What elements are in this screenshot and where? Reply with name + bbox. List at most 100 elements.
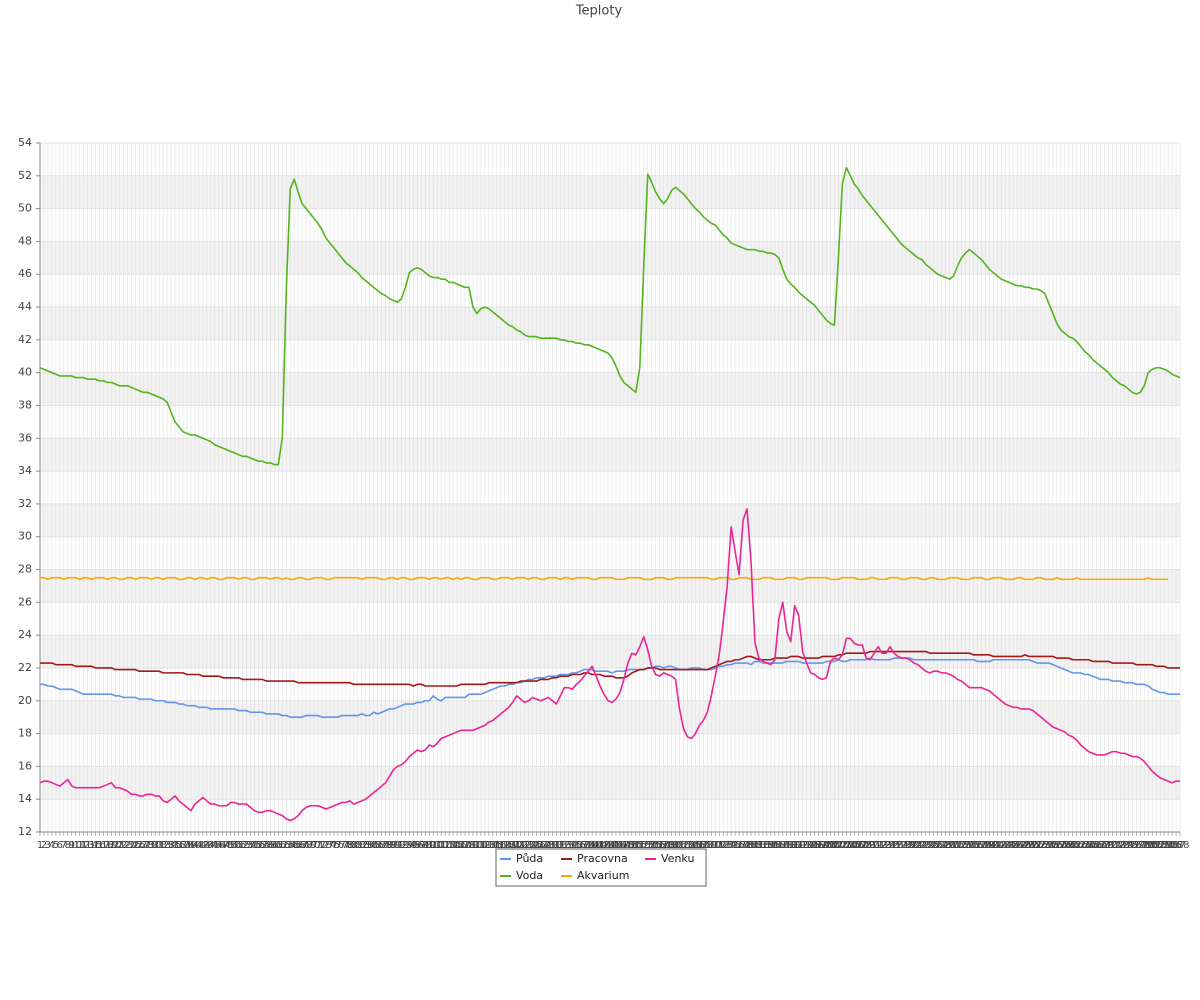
x-tick-label: 66 (292, 840, 305, 851)
x-tick-label: 259 (1055, 840, 1074, 851)
x-tick-label: 7 (61, 840, 67, 851)
x-tick-label: 244 (996, 840, 1015, 851)
x-tick-label: 115 (483, 840, 502, 851)
x-tick-label: 167 (690, 840, 709, 851)
x-tick-label: 151 (626, 840, 645, 851)
x-tick-label: 204 (837, 840, 856, 851)
x-tick-label: 163 (674, 840, 693, 851)
x-tick-label: 33 (161, 840, 174, 851)
x-tick-label: 257 (1047, 840, 1066, 851)
x-tick-label: 171 (706, 840, 725, 851)
x-tick-label: 126 (527, 840, 546, 851)
legend-box (495, 848, 707, 887)
legend-label: Akvarium (577, 869, 629, 882)
x-tick-label: 267 (1087, 840, 1106, 851)
x-tick-label: 100 (424, 840, 443, 851)
x-tick-label: 205 (841, 840, 860, 851)
x-tick-label: 40 (189, 840, 202, 851)
x-tick-label: 181 (745, 840, 764, 851)
x-tick-label: 77 (336, 840, 349, 851)
grid-band (40, 372, 1180, 406)
x-tick-label: 265 (1079, 840, 1098, 851)
x-tick-label: 103 (436, 840, 455, 851)
x-tick-label: 119 (499, 840, 518, 851)
x-tick-label: 75 (328, 840, 341, 851)
x-tick-label: 26 (133, 840, 146, 851)
series-line (40, 650, 1180, 687)
x-tick-label: 83 (359, 840, 372, 851)
x-tick-label: 287 (1166, 840, 1185, 851)
x-tick-label: 149 (618, 840, 637, 851)
x-tick-label: 96 (411, 840, 424, 851)
x-tick-label: 74 (324, 840, 337, 851)
x-tick-label: 72 (316, 840, 329, 851)
x-tick-label: 157 (650, 840, 669, 851)
x-tick-label: 69 (304, 840, 317, 851)
x-tick-label: 172 (710, 840, 729, 851)
x-tick-label: 38 (181, 840, 194, 851)
x-tick-label: 175 (722, 840, 741, 851)
y-tick-label: 44 (18, 300, 32, 313)
x-tick-label: 182 (749, 840, 768, 851)
y-tick-label: 36 (18, 431, 32, 444)
y-tick-label: 28 (18, 563, 32, 576)
x-tick-label: 80 (347, 840, 360, 851)
grid-band (40, 766, 1180, 800)
x-tick-label: 21 (113, 840, 126, 851)
x-tick-label: 116 (487, 840, 506, 851)
x-tick-label: 186 (765, 840, 784, 851)
x-tick-label: 137 (571, 840, 590, 851)
x-tick-label: 247 (1008, 840, 1027, 851)
grid-band (40, 569, 1180, 603)
x-tick-label: 22 (117, 840, 130, 851)
x-tick-label: 93 (399, 840, 412, 851)
x-tick-label: 1 (37, 840, 43, 851)
x-tick-label: 30 (149, 840, 162, 851)
x-tick-label: 27 (137, 840, 150, 851)
x-tick-label: 125 (523, 840, 542, 851)
x-tick-label: 84 (363, 840, 376, 851)
x-tick-label: 44 (204, 840, 217, 851)
x-tick-label: 202 (829, 840, 848, 851)
x-tick-label: 98 (419, 840, 432, 851)
x-tick-label: 117 (491, 840, 510, 851)
x-tick-label: 169 (698, 840, 717, 851)
x-tick-label: 252 (1027, 840, 1046, 851)
x-tick-label: 54 (244, 840, 257, 851)
x-tick-label: 23 (121, 840, 134, 851)
x-tick-label: 248 (1012, 840, 1031, 851)
x-tick-label: 17 (97, 840, 110, 851)
x-tick-label: 213 (873, 840, 892, 851)
x-tick-label: 135 (563, 840, 582, 851)
x-tick-label: 262 (1067, 840, 1086, 851)
y-tick-label: 54 (18, 136, 32, 149)
x-tick-label: 282 (1147, 840, 1166, 851)
grid-band (40, 700, 1180, 734)
x-tick-label: 55 (248, 840, 261, 851)
x-tick-label: 240 (980, 840, 999, 851)
x-tick-label: 279 (1135, 840, 1154, 851)
y-tick-label: 48 (18, 234, 32, 247)
y-tick-label: 22 (18, 661, 32, 674)
x-tick-label: 58 (260, 840, 273, 851)
x-tick-label: 130 (543, 840, 562, 851)
x-tick-label: 13 (81, 840, 94, 851)
x-tick-label: 254 (1035, 840, 1054, 851)
x-tick-label: 220 (900, 840, 919, 851)
x-tick-label: 185 (761, 840, 780, 851)
x-tick-label: 174 (718, 840, 737, 851)
x-tick-label: 104 (440, 840, 459, 851)
x-tick-label: 140 (583, 840, 602, 851)
x-tick-label: 162 (670, 840, 689, 851)
legend-label: Voda (516, 869, 543, 882)
x-tick-label: 147 (610, 840, 629, 851)
x-tick-label: 270 (1099, 840, 1118, 851)
y-tick-label: 38 (18, 398, 32, 411)
x-tick-label: 71 (312, 840, 325, 851)
x-tick-label: 88 (379, 840, 392, 851)
y-tick-label: 26 (18, 595, 32, 608)
grid-band (40, 175, 1180, 209)
x-tick-label: 159 (658, 840, 677, 851)
x-tick-label: 241 (984, 840, 1003, 851)
x-tick-label: 215 (880, 840, 899, 851)
